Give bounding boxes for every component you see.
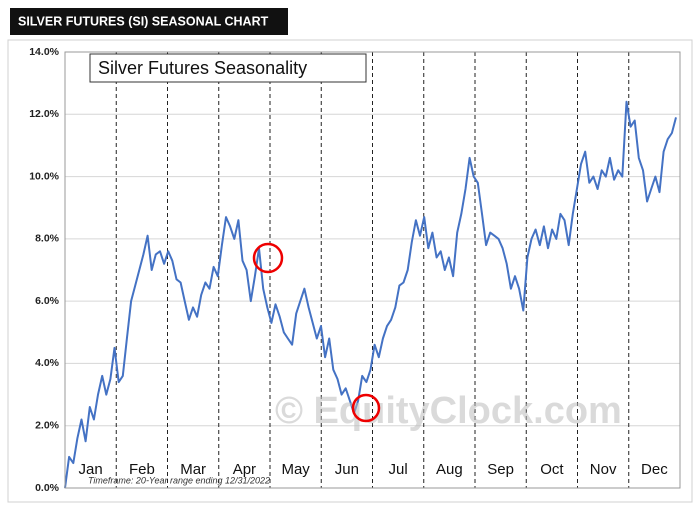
highlight-circle (351, 393, 381, 423)
chart-subtitle: Silver Futures Seasonality (98, 58, 307, 78)
y-tick-label: 10.0% (29, 170, 59, 182)
x-tick-label: Apr (233, 461, 256, 478)
x-tick-label: May (281, 461, 310, 478)
x-tick-label: Jul (389, 461, 408, 478)
y-tick-label: 2.0% (35, 419, 60, 431)
header-bar (10, 8, 288, 35)
x-tick-label: Nov (590, 461, 617, 478)
subtitle-box (89, 53, 367, 83)
plot-frame (64, 51, 681, 489)
x-tick-label: Oct (540, 461, 564, 478)
chart-frame (7, 39, 693, 503)
highlight-circle (252, 242, 284, 274)
y-tick-label: 4.0% (35, 357, 60, 369)
x-tick-label: Mar (180, 461, 206, 478)
y-tick-label: 12.0% (29, 108, 59, 120)
x-tick-label: Jan (79, 461, 103, 478)
watermark: © EquityClock.com (275, 390, 622, 432)
y-tick-label: 14.0% (29, 46, 59, 58)
y-tick-label: 0.0% (35, 482, 60, 494)
timeframe-note: Timeframe: 20-Year range ending 12/31/20… (88, 475, 270, 485)
y-tick-label: 8.0% (35, 233, 60, 245)
x-tick-label: Aug (436, 461, 463, 478)
data-line (64, 100, 677, 489)
x-tick-label: Jun (335, 461, 359, 478)
y-tick-label: 6.0% (35, 295, 60, 307)
x-tick-label: Sep (487, 461, 514, 478)
x-tick-label: Feb (129, 461, 155, 478)
chart-title: SILVER FUTURES (SI) SEASONAL CHART (18, 14, 269, 28)
x-tick-label: Dec (641, 461, 668, 478)
